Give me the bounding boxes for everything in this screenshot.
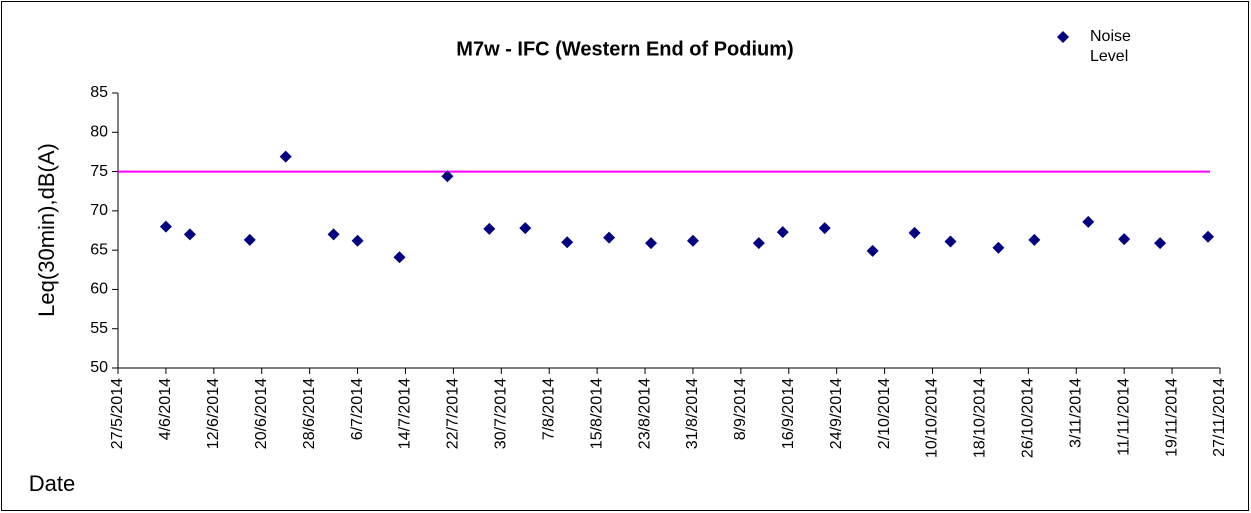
data-point: [776, 226, 789, 239]
data-point: [1118, 233, 1131, 246]
x-tick-label: 12/6/2014: [205, 378, 222, 449]
x-tick-label: 18/10/2014: [972, 378, 989, 458]
x-tick-label: 23/8/2014: [636, 378, 653, 449]
x-tick-label: 20/6/2014: [253, 378, 270, 449]
y-tick-label: 55: [90, 320, 108, 337]
y-tick-label: 50: [90, 359, 108, 376]
y-tick-label: 85: [90, 84, 108, 101]
data-point: [908, 226, 921, 239]
data-point: [327, 228, 340, 241]
x-axis-label: Date: [29, 471, 75, 496]
data-point: [818, 222, 831, 235]
data-point: [992, 241, 1005, 254]
legend-label: Noise Level: [1090, 28, 1131, 65]
data-point: [866, 244, 879, 257]
chart-title: M7w - IFC (Western End of Podium): [456, 38, 793, 60]
data-point: [393, 251, 406, 264]
data-point: [686, 234, 699, 247]
y-tick-label: 80: [90, 124, 108, 141]
data-point: [183, 228, 196, 241]
data-point: [441, 170, 454, 183]
legend-marker: [1057, 31, 1069, 43]
x-tick-label: 14/7/2014: [397, 378, 414, 449]
x-tick-label: 30/7/2014: [493, 378, 510, 449]
x-tick-label: 7/8/2014: [540, 378, 557, 440]
data-point: [243, 233, 256, 246]
y-tick-label: 60: [90, 281, 108, 298]
data-point: [279, 150, 292, 163]
x-tick-label: 6/7/2014: [349, 378, 366, 440]
x-tick-label: 8/9/2014: [732, 378, 749, 440]
y-tick-label: 65: [90, 241, 108, 258]
data-point: [1154, 237, 1167, 250]
x-tick-label: 15/8/2014: [588, 378, 605, 449]
data-point: [351, 234, 364, 247]
data-point: [519, 222, 532, 235]
data-point: [1082, 215, 1095, 228]
x-tick-label: 3/11/2014: [1067, 378, 1084, 448]
data-point: [603, 231, 616, 244]
data-point: [752, 237, 765, 250]
x-tick-label: 31/8/2014: [684, 378, 701, 449]
x-tick-label: 24/9/2014: [828, 378, 845, 449]
data-point: [645, 237, 658, 250]
data-point: [483, 222, 496, 235]
data-point: [944, 235, 957, 248]
x-tick-label: 22/7/2014: [445, 378, 462, 449]
x-tick-label: 4/6/2014: [157, 378, 174, 440]
x-tick-label: 11/11/2014: [1115, 378, 1132, 456]
data-point: [1028, 233, 1041, 246]
x-tick-label: 2/10/2014: [876, 378, 893, 449]
x-tick-label: 26/10/2014: [1020, 378, 1037, 458]
y-tick-label: 75: [90, 163, 108, 180]
x-tick-label: 19/11/2014: [1163, 378, 1180, 457]
y-axis-label: Leq(30min),dB(A): [34, 143, 59, 317]
data-point: [1202, 230, 1215, 243]
y-tick-label: 70: [90, 202, 108, 219]
data-point: [159, 220, 172, 233]
x-tick-label: 10/10/2014: [924, 378, 941, 458]
x-tick-label: 27/5/2014: [109, 378, 126, 449]
x-tick-label: 16/9/2014: [780, 378, 797, 449]
data-point: [561, 236, 574, 249]
x-tick-label: 27/11/2014: [1211, 378, 1228, 457]
x-tick-label: 28/6/2014: [301, 378, 318, 449]
